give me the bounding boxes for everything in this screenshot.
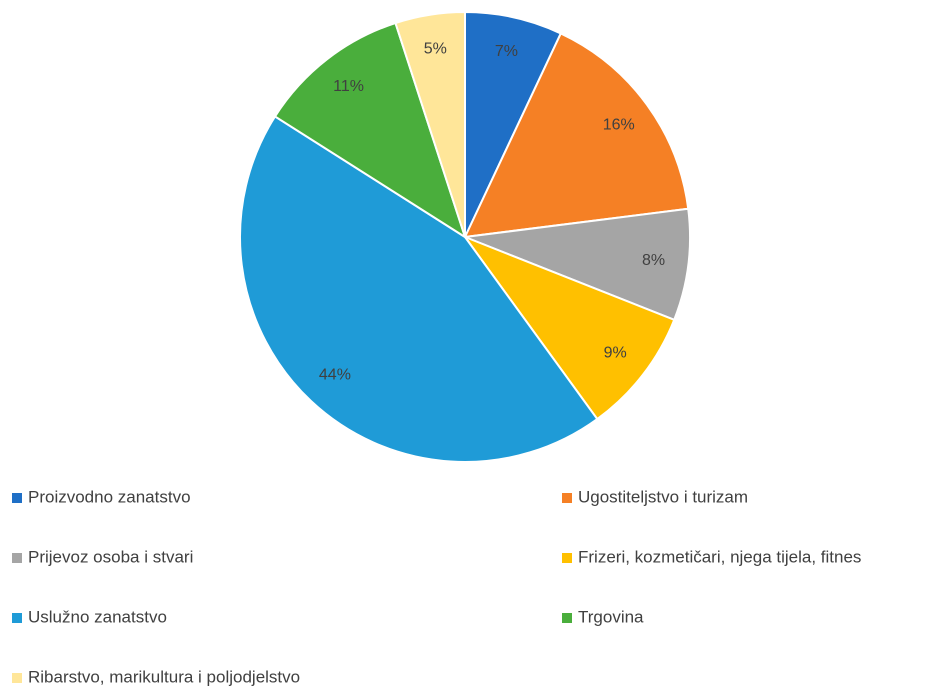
legend-label: Prijevoz osoba i stvari (28, 547, 193, 566)
data-label: 8% (642, 252, 665, 269)
legend-swatch (562, 613, 572, 623)
data-label: 16% (603, 117, 635, 134)
legend-swatch (12, 493, 22, 503)
data-label: 11% (333, 78, 364, 95)
pie-slice (273, 21, 467, 240)
legend-label: Proizvodno zanatstvo (28, 487, 191, 506)
pie-slice (464, 207, 691, 322)
legend-swatch (562, 553, 572, 563)
legend-swatch (12, 553, 22, 563)
data-label: 7% (495, 43, 518, 60)
data-label: 44% (319, 367, 351, 384)
legend-swatch (12, 613, 22, 623)
data-label: 5% (424, 41, 447, 58)
pie-slice (462, 234, 676, 421)
legend-label: Frizeri, kozmetičari, njega tijela, fitn… (578, 547, 861, 566)
data-label: 9% (604, 345, 627, 362)
legend-label: Ribarstvo, marikultura i poljodjelstvo (28, 667, 300, 686)
legend-label: Ugostiteljstvo i turizam (578, 487, 748, 506)
legend-swatch (562, 493, 572, 503)
legend-label: Uslužno zanatstvo (28, 607, 167, 626)
pie-slice (239, 115, 599, 463)
pie-slice (463, 32, 690, 239)
legend-swatch (12, 673, 22, 683)
pie-slice (394, 10, 466, 238)
legend-label: Trgovina (578, 607, 644, 626)
